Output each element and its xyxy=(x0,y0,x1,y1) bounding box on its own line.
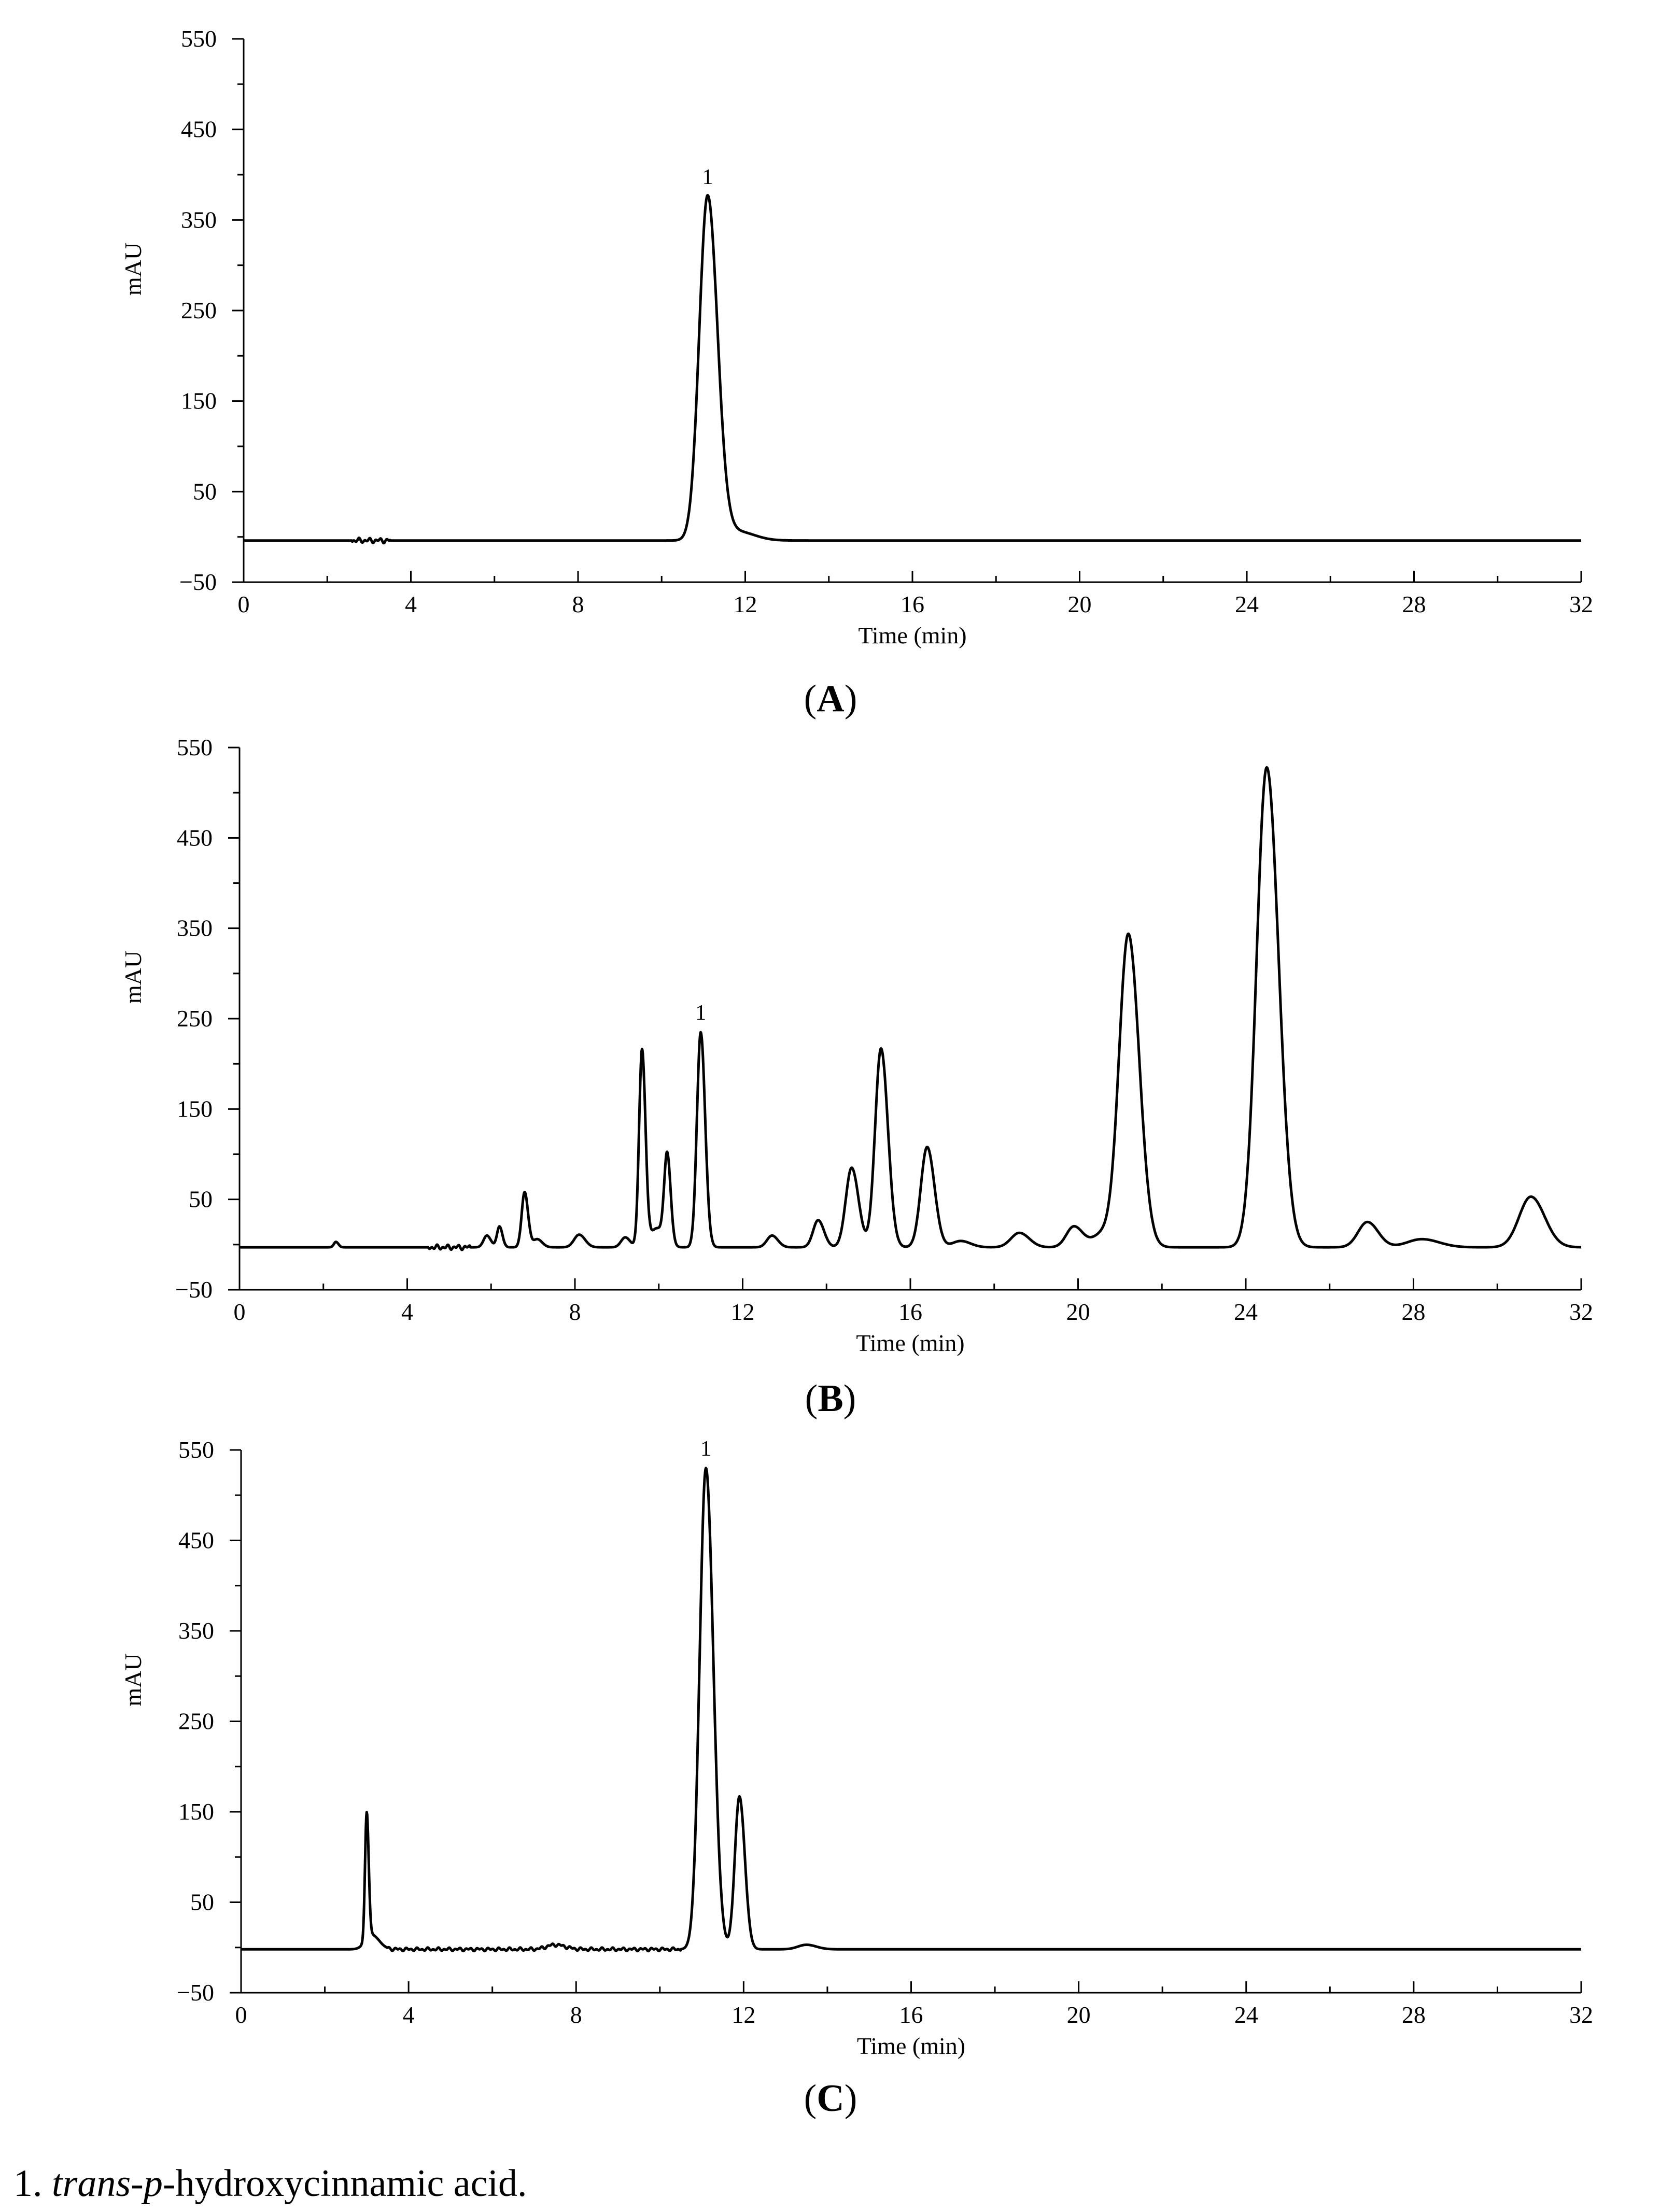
panel-label-a: (A) xyxy=(804,678,857,720)
axes-b xyxy=(238,748,1581,1291)
x-tick-label-c: 20 xyxy=(1067,2002,1091,2028)
x-axis-label-c: Time (min) xyxy=(857,2033,965,2059)
axes-c xyxy=(240,1450,1581,1994)
x-tick-label-b: 4 xyxy=(401,1299,413,1325)
x-tick-label-c: 8 xyxy=(570,2002,582,2028)
x-tick-label-b: 20 xyxy=(1066,1299,1090,1325)
y-axis-label-c: mAU xyxy=(120,1653,146,1706)
x-tick-label-a: 20 xyxy=(1068,591,1092,617)
y-tick-label-b: 350 xyxy=(177,915,213,941)
chromatogram-trace-c xyxy=(240,1467,1582,1953)
panel-label-b: (B) xyxy=(805,1377,856,1420)
y-tick-label-b: 250 xyxy=(177,1005,213,1032)
y-tick-label-b: 150 xyxy=(177,1095,213,1122)
x-tick-label-a: 0 xyxy=(238,591,250,617)
y-tick-label-a: 50 xyxy=(193,478,217,504)
x-tick-label-c: 0 xyxy=(235,2002,247,2028)
x-tick-label-a: 4 xyxy=(405,591,417,617)
y-tick-label-a: −50 xyxy=(179,569,217,595)
footnote-italic-trans: trans xyxy=(52,2162,131,2205)
x-tick-label-a: 28 xyxy=(1402,591,1426,617)
y-tick-label-a: 550 xyxy=(181,25,217,52)
y-axis-label-b: mAU xyxy=(120,951,146,1004)
y-tick-label-a: 150 xyxy=(181,388,217,414)
y-tick-label-c: 250 xyxy=(178,1708,214,1735)
peak-label-b: 1 xyxy=(695,1001,706,1025)
footnote-rest: -hydroxycinnamic acid. xyxy=(162,2162,527,2205)
x-tick-label-b: 16 xyxy=(898,1299,922,1325)
x-tick-label-a: 8 xyxy=(572,591,584,617)
x-tick-label-a: 16 xyxy=(901,591,924,617)
x-tick-label-a: 32 xyxy=(1569,591,1593,617)
y-tick-label-c: 150 xyxy=(178,1798,214,1825)
ticks-a xyxy=(232,38,1582,583)
ticks-c xyxy=(230,1449,1582,1994)
tick-labels-b: −50 50 150 250 350 450 550 0 4 8 12 16 20 24 28 32 xyxy=(175,734,1593,1325)
x-tick-label-b: 32 xyxy=(1569,1299,1593,1325)
x-tick-label-c: 16 xyxy=(899,2002,923,2028)
y-tick-label-c: −50 xyxy=(177,1979,214,2006)
x-axis-label-a: Time (min) xyxy=(858,622,966,649)
panel-label-c: (C) xyxy=(804,2077,857,2120)
y-tick-label-a: 350 xyxy=(181,206,217,233)
x-axis-label-b: Time (min) xyxy=(856,1330,964,1356)
y-axis-label-a: mAU xyxy=(120,243,146,295)
x-tick-label-b: 24 xyxy=(1234,1299,1258,1325)
ticks-b xyxy=(228,746,1582,1291)
x-tick-label-c: 32 xyxy=(1569,2002,1593,2028)
chromatogram-trace-a xyxy=(243,194,1582,545)
y-tick-label-b: −50 xyxy=(175,1276,213,1303)
y-tick-label-c: 450 xyxy=(178,1527,214,1554)
chart-panel-b: −50 50 150 250 350 450 550 0 4 8 12 16 20 24 28 32 1 Ti… xyxy=(120,734,1593,1420)
y-tick-label-c: 550 xyxy=(178,1436,214,1463)
x-tick-label-b: 12 xyxy=(731,1299,755,1325)
x-tick-label-c: 12 xyxy=(731,2002,755,2028)
y-tick-label-b: 50 xyxy=(189,1186,213,1213)
footnote-prefix: 1. xyxy=(13,2162,52,2205)
figure-footnote: 1. trans-p-hydroxycinnamic acid. xyxy=(13,2162,527,2206)
x-tick-label-b: 0 xyxy=(234,1299,246,1325)
y-tick-label-c: 350 xyxy=(178,1617,214,1644)
tick-labels-c: −50 50 150 250 350 450 550 0 4 8 12 16 20 24 28 32 xyxy=(177,1436,1593,2028)
y-tick-label-b: 450 xyxy=(177,824,213,851)
x-tick-label-c: 24 xyxy=(1234,2002,1258,2028)
peak-label-a: 1 xyxy=(702,165,713,189)
x-tick-label-c: 4 xyxy=(403,2002,415,2028)
footnote-dash: - xyxy=(131,2162,144,2205)
y-tick-label-a: 250 xyxy=(181,297,217,323)
peak-labels-c: 1 xyxy=(700,1437,711,1461)
chart-panel-c: −50 50 150 250 350 450 550 0 4 8 12 16 20 24 28 32 1 Ti… xyxy=(120,1436,1593,2120)
x-tick-label-b: 28 xyxy=(1402,1299,1426,1325)
y-tick-label-b: 550 xyxy=(177,734,213,760)
peak-labels-b: 1 xyxy=(695,1001,706,1025)
peak-labels-a: 1 xyxy=(702,165,713,189)
x-tick-label-b: 8 xyxy=(569,1299,581,1325)
y-tick-label-c: 50 xyxy=(190,1889,214,1915)
footnote-italic-p: p xyxy=(143,2162,163,2205)
chromatogram-trace-b xyxy=(238,766,1582,1251)
x-tick-label-a: 12 xyxy=(734,591,757,617)
y-tick-label-a: 450 xyxy=(181,116,217,143)
x-tick-label-c: 28 xyxy=(1402,2002,1426,2028)
chart-panel-a: −50 50 150 250 350 450 550 0 4 8 12 16 20 24 28 32 1 Ti… xyxy=(120,25,1593,720)
x-tick-label-a: 24 xyxy=(1235,591,1259,617)
axes-a xyxy=(243,39,1581,583)
tick-labels-a: −50 50 150 250 350 450 550 0 4 8 12 16 20 24 28 32 xyxy=(179,25,1593,617)
peak-label-c: 1 xyxy=(700,1437,711,1461)
